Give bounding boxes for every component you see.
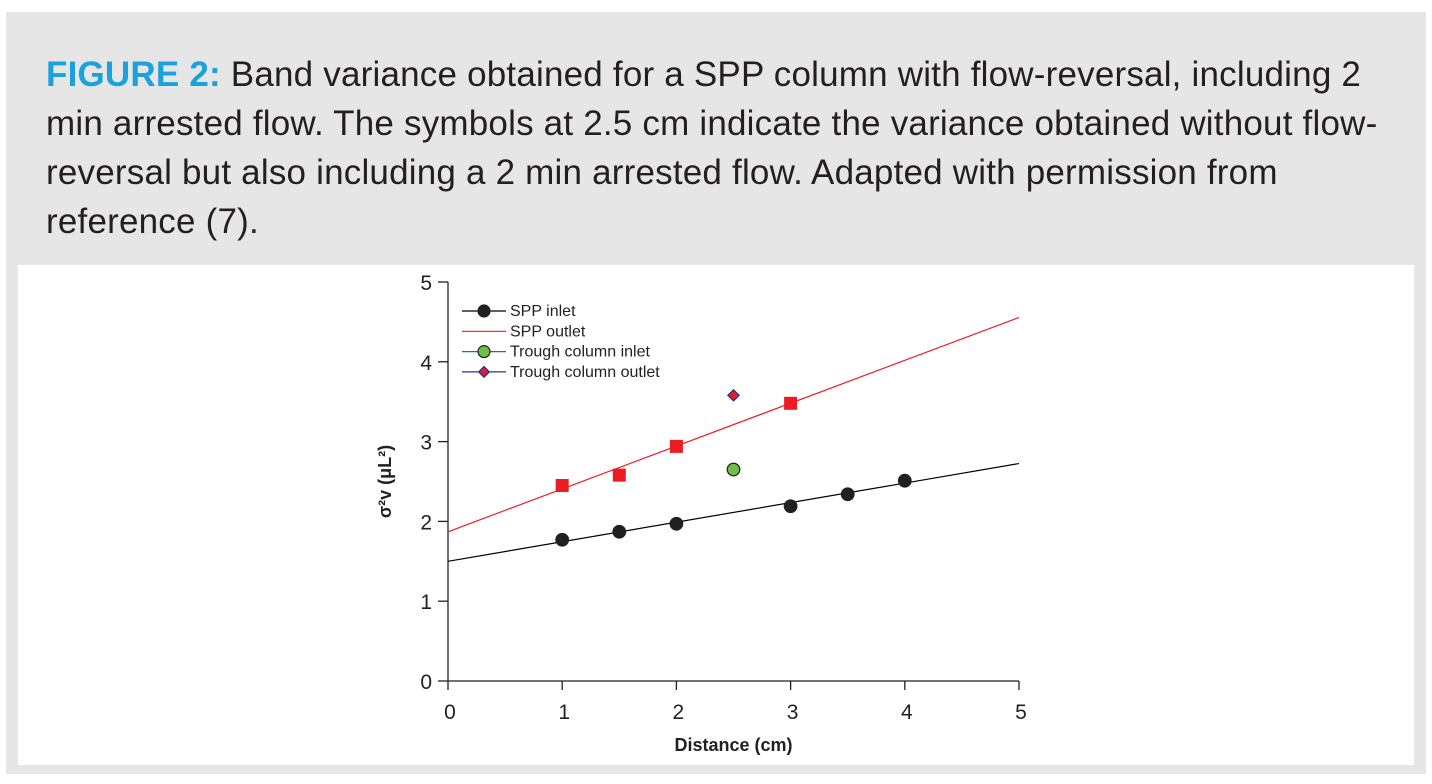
x-tick-label: 2	[673, 701, 685, 724]
plot-panel: 0 1 2 3 4 5 0 1 2 3 4 5 SPP inlet SPP outlet Trough c…	[18, 265, 1414, 765]
y-tick-label: 4	[420, 352, 432, 375]
x-tick-label: 3	[787, 701, 799, 724]
figure-label: FIGURE 2:	[46, 55, 221, 94]
x-axis-title: Distance (cm)	[674, 735, 792, 755]
trough-column-outlet-point	[727, 388, 740, 402]
fit-line	[447, 462, 1020, 562]
fit-lines	[447, 316, 1020, 562]
legend-label-trough-column-inlet: Trough column inlet	[510, 344, 650, 361]
axes: 0 1 2 3 4 5 0 1 2 3 4 5	[420, 272, 1027, 724]
y-tick-label: 0	[420, 671, 432, 694]
figure-caption: FIGURE 2: Band variance obtained for a S…	[46, 50, 1416, 246]
y-tick-label: 3	[420, 432, 432, 455]
spp-inlet-point	[783, 499, 798, 514]
x-tick-label: 1	[558, 701, 570, 724]
legend-label-spp-inlet: SPP inlet	[510, 303, 576, 320]
x-tick-label: 5	[1015, 701, 1027, 724]
spp-outlet-point	[784, 396, 798, 410]
x-tick-label: 0	[444, 701, 456, 724]
legend: SPP inlet SPP outlet Trough column inlet Tr…	[462, 303, 660, 381]
caption-text: Band variance obtained for a SPP column …	[46, 55, 1378, 241]
legend-marker-spp-inlet	[477, 304, 491, 318]
y-tick-label: 1	[420, 591, 432, 614]
spp-inlet-point	[897, 473, 912, 488]
scatter-chart: 0 1 2 3 4 5 0 1 2 3 4 5 SPP inlet SPP outlet Trough c…	[375, 272, 1027, 755]
legend-label-trough-column-outlet: Trough column outlet	[510, 364, 660, 381]
y-tick-label: 5	[420, 272, 432, 295]
spp-inlet-point	[555, 532, 570, 547]
spp-outlet-point	[555, 478, 569, 492]
legend-marker-trough-column-outlet	[477, 365, 491, 379]
trough-column-inlet-point	[726, 462, 741, 477]
legend-marker-trough-column-inlet	[477, 345, 491, 359]
spp-inlet-point	[840, 487, 855, 502]
fit-line	[447, 316, 1020, 533]
data-points	[555, 388, 912, 547]
legend-label-spp-outlet: SPP outlet	[510, 323, 586, 340]
y-axis-title: σ²v (μL²)	[375, 445, 395, 518]
x-tick-label: 4	[901, 701, 913, 724]
spp-outlet-point	[669, 439, 683, 453]
spp-inlet-point	[669, 516, 684, 531]
spp-inlet-point	[612, 524, 627, 539]
y-tick-label: 2	[420, 511, 432, 534]
spp-outlet-point	[612, 468, 626, 482]
